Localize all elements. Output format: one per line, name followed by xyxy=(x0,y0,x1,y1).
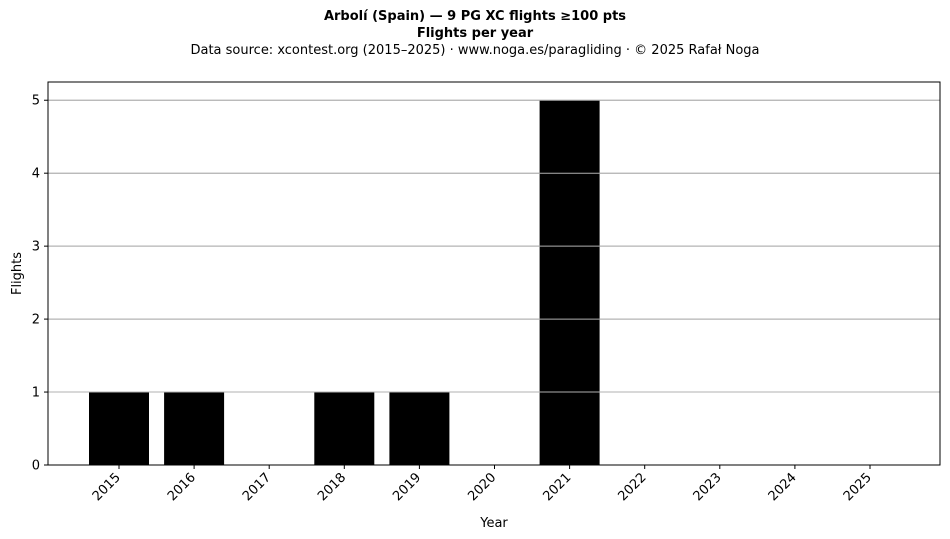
x-tick-label: 2015 xyxy=(90,470,124,504)
y-tick-label: 1 xyxy=(32,386,40,401)
x-axis-label: Year xyxy=(479,516,508,531)
bar-2015 xyxy=(89,392,149,465)
y-tick-label: 3 xyxy=(32,240,40,255)
x-tick-label: 2016 xyxy=(165,470,199,504)
y-axis-label: Flights xyxy=(10,252,25,295)
x-axis: 2015 2016 2017 2018 2019 2020 2021 2022 2023 2024… xyxy=(90,465,875,504)
x-tick-label: 2025 xyxy=(841,470,875,504)
x-tick-label: 2018 xyxy=(315,470,349,504)
x-tick-label: 2021 xyxy=(540,470,574,504)
x-tick-label: 2019 xyxy=(390,470,424,504)
chart-title: Arbolí (Spain) — 9 PG XC flights ≥100 pt… xyxy=(323,9,627,24)
title-block: Arbolí (Spain) — 9 PG XC flights ≥100 pt… xyxy=(0,8,950,60)
y-tick-label: 4 xyxy=(32,167,40,182)
y-tick-label: 5 xyxy=(32,94,40,109)
x-tick-label: 2023 xyxy=(691,470,725,504)
x-tick-label: 2017 xyxy=(240,470,274,504)
bars xyxy=(48,99,940,465)
chart-source: Data source: xcontest.org (2015–2025) · … xyxy=(190,43,760,58)
y-tick-label: 0 xyxy=(32,459,40,474)
bar-2021 xyxy=(539,100,600,465)
bar-2016 xyxy=(164,392,225,465)
chart-subtitle: Flights per year xyxy=(416,26,534,41)
y-axis: 0 1 2 3 4 5 xyxy=(32,94,48,474)
x-tick-label: 2022 xyxy=(616,470,650,504)
bar-2019 xyxy=(389,392,450,465)
x-tick-label: 2024 xyxy=(766,470,800,504)
y-tick-label: 2 xyxy=(32,313,40,328)
x-tick-label: 2020 xyxy=(465,470,499,504)
bar-2018 xyxy=(314,392,375,465)
